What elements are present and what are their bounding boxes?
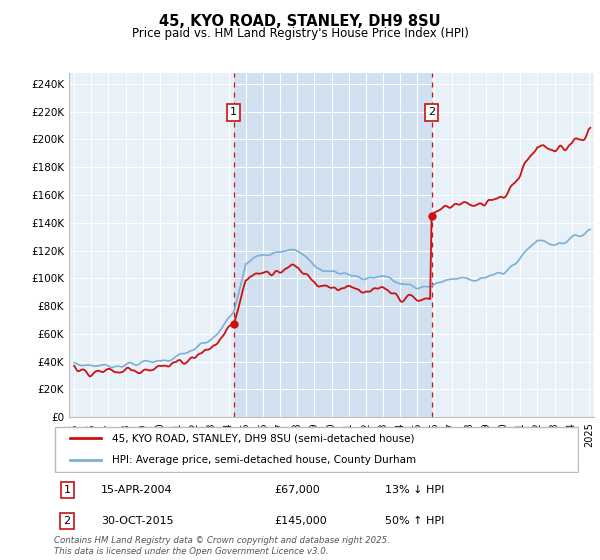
FancyBboxPatch shape [55,427,578,472]
Text: £67,000: £67,000 [275,486,320,495]
Text: 15-APR-2004: 15-APR-2004 [101,486,173,495]
Text: £145,000: £145,000 [275,516,327,526]
Text: 2: 2 [428,108,435,118]
Text: 1: 1 [64,486,71,495]
Text: 13% ↓ HPI: 13% ↓ HPI [385,486,444,495]
Text: Price paid vs. HM Land Registry's House Price Index (HPI): Price paid vs. HM Land Registry's House … [131,27,469,40]
Text: HPI: Average price, semi-detached house, County Durham: HPI: Average price, semi-detached house,… [112,455,416,465]
Text: Contains HM Land Registry data © Crown copyright and database right 2025.
This d: Contains HM Land Registry data © Crown c… [54,536,390,556]
Bar [233,73,431,417]
Text: 1: 1 [230,108,237,118]
Text: 45, KYO ROAD, STANLEY, DH9 8SU (semi-detached house): 45, KYO ROAD, STANLEY, DH9 8SU (semi-det… [112,433,414,444]
Text: 30-OCT-2015: 30-OCT-2015 [101,516,174,526]
Text: 50% ↑ HPI: 50% ↑ HPI [385,516,444,526]
Text: 45, KYO ROAD, STANLEY, DH9 8SU: 45, KYO ROAD, STANLEY, DH9 8SU [159,14,441,29]
Text: 2: 2 [64,516,71,526]
